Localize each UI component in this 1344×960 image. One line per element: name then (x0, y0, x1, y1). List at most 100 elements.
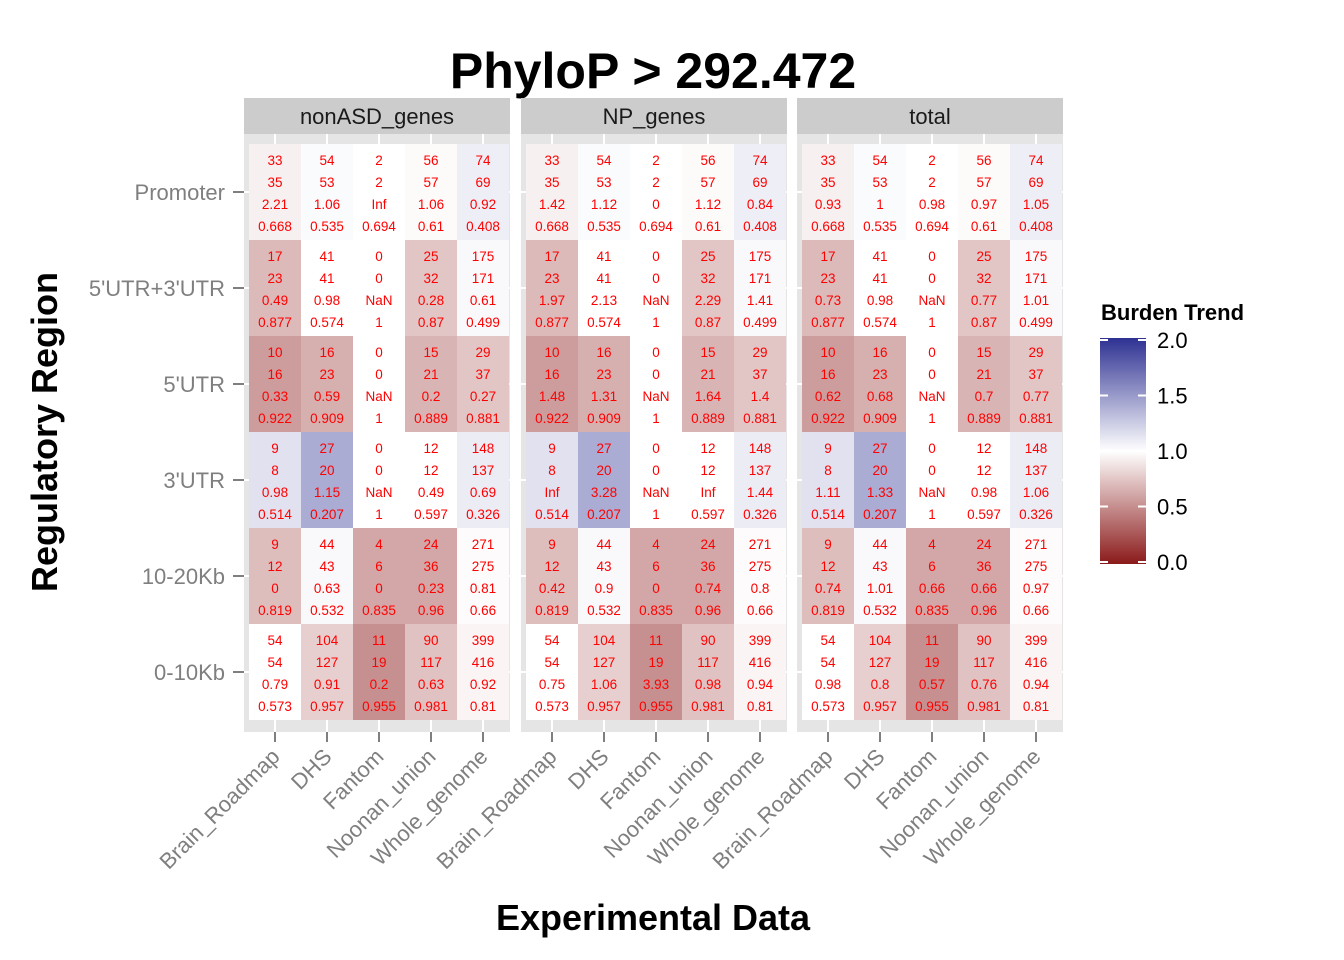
cell-label: 21 (423, 367, 438, 382)
cell-label: 175 (1025, 249, 1048, 264)
cell-label: 16 (820, 367, 835, 382)
cell-label: 0.74 (815, 581, 842, 596)
cell-label: 0.75 (539, 677, 565, 692)
legend-tick-label: 0.0 (1157, 550, 1188, 575)
cell-label: 0.819 (535, 603, 569, 618)
cell-label: 25 (976, 249, 991, 264)
cell-label: 127 (593, 655, 616, 670)
cell-label: 271 (1025, 537, 1048, 552)
cell-label: 0.28 (418, 293, 444, 308)
cell-label: 0.207 (863, 507, 897, 522)
cell-label: 1.15 (314, 485, 340, 500)
cell-label: 1 (375, 411, 383, 426)
cell-label: 0 (375, 345, 383, 360)
cell-label: 21 (700, 367, 715, 382)
cell-label: NaN (642, 389, 669, 404)
cell-label: 1 (928, 315, 936, 330)
cell-label: 20 (319, 463, 334, 478)
cell-label: 0.207 (310, 507, 344, 522)
cell-label: 2 (652, 153, 660, 168)
cell-label: 0.955 (639, 699, 673, 714)
cell-label: 23 (872, 367, 887, 382)
cell-label: 0.93 (815, 197, 841, 212)
cell-label: 17 (267, 249, 282, 264)
cell-label: 0.889 (414, 411, 448, 426)
heatmap-cell (301, 144, 353, 240)
heatmap-cell (1010, 528, 1062, 624)
cell-label: 33 (820, 153, 835, 168)
heatmap-cell (353, 432, 405, 528)
cell-label: 0.96 (418, 603, 444, 618)
cell-label: 8 (548, 463, 556, 478)
cell-label: 0.98 (314, 293, 340, 308)
cell-label: 0 (375, 271, 383, 286)
heatmap-cell (958, 240, 1010, 336)
cell-label: 137 (749, 463, 772, 478)
heatmap-cell (457, 336, 509, 432)
cell-label: 1 (375, 507, 383, 522)
cell-label: 74 (1028, 153, 1044, 168)
cell-label: 0.96 (695, 603, 721, 618)
cell-label: 0 (652, 441, 660, 456)
heatmap-cell (734, 624, 786, 720)
cell-label: 12 (267, 559, 282, 574)
heatmap-cell (457, 528, 509, 624)
cell-label: 0.66 (919, 581, 945, 596)
cell-label: 24 (700, 537, 716, 552)
cell-label: 1.12 (591, 197, 617, 212)
cell-label: 0 (375, 249, 383, 264)
cell-label: 57 (976, 175, 991, 190)
heatmap-cell (249, 528, 301, 624)
cell-label: 1.06 (314, 197, 340, 212)
cell-label: 0.7 (975, 389, 994, 404)
cell-label: 0.2 (422, 389, 441, 404)
y-axis: Promoter 5'UTR+3'UTR 5'UTR 3'UTR 10-20Kb 0-10… (89, 180, 244, 685)
cell-label: 0 (375, 441, 383, 456)
cell-label: 271 (472, 537, 495, 552)
cell-label: 25 (423, 249, 438, 264)
cell-label: 0 (928, 463, 936, 478)
cell-label: 20 (596, 463, 611, 478)
legend-tick-label: 1.5 (1157, 384, 1188, 409)
cell-label: 1.48 (539, 389, 565, 404)
cell-label: 0 (928, 345, 936, 360)
cell-label: 416 (1025, 655, 1048, 670)
facet-panel: NP_genes33351.420.66854531.120.5352200.6… (431, 98, 787, 874)
heatmap-cell (353, 528, 405, 624)
cell-label: 10 (820, 345, 835, 360)
cell-label: 0.881 (743, 411, 777, 426)
y-axis-title: Regulatory Region (24, 272, 65, 592)
cell-label: 0.408 (743, 219, 777, 234)
cell-label: 1.4 (751, 389, 770, 404)
cell-label: 104 (869, 633, 892, 648)
cell-label: 0.408 (1019, 219, 1053, 234)
cell-label: 37 (1028, 367, 1043, 382)
cell-label: 41 (319, 271, 334, 286)
cell-label: 0.66 (747, 603, 773, 618)
cell-label: 0.573 (811, 699, 845, 714)
cell-label: 27 (596, 441, 611, 456)
cell-label: 0.207 (587, 507, 621, 522)
cell-label: 41 (872, 271, 887, 286)
heatmap-cell (630, 144, 682, 240)
heatmap-cell (802, 432, 854, 528)
cell-label: 0.819 (811, 603, 845, 618)
heatmap-cell (457, 240, 509, 336)
cell-label: 1.06 (1023, 485, 1049, 500)
cell-label: 8 (824, 463, 832, 478)
cell-label: 57 (700, 175, 715, 190)
heatmap-cell (249, 432, 301, 528)
cell-label: 0.955 (915, 699, 949, 714)
heatmap-cell (1010, 432, 1062, 528)
x-axis-title: Experimental Data (496, 897, 811, 938)
legend-tick-label: 2.0 (1157, 328, 1188, 353)
heatmap-cell (906, 528, 958, 624)
cell-label: 0 (652, 249, 660, 264)
cell-label: 0 (928, 367, 936, 382)
legend: Burden Trend 2.0 1.5 1.0 0.5 0.0 (1100, 300, 1244, 575)
cell-label: 175 (472, 249, 495, 264)
cell-label: 0.61 (470, 293, 496, 308)
cell-label: 0.326 (743, 507, 777, 522)
cell-label: 127 (869, 655, 892, 670)
